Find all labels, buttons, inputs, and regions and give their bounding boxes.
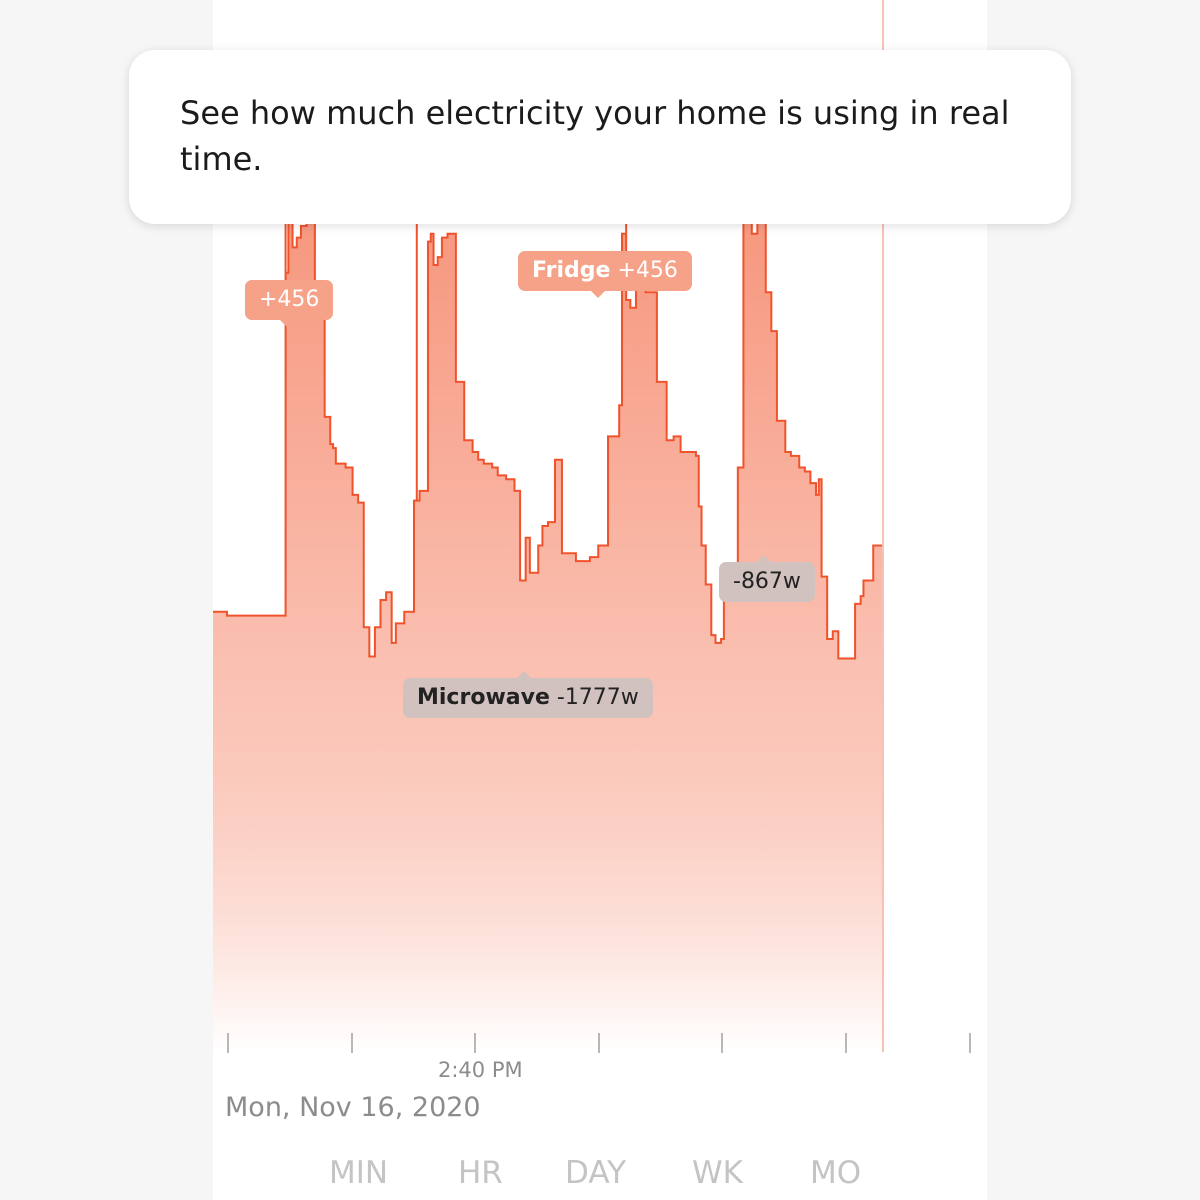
onboarding-tooltip: See how much electricity your home is us…	[129, 50, 1071, 224]
tab-day[interactable]: DAY	[565, 1155, 627, 1191]
fridge-label-value: +456	[617, 258, 678, 283]
x-axis-time-label: 2:40 PM	[438, 1058, 523, 1082]
usage-line	[213, 128, 883, 660]
caret-down-icon	[280, 320, 294, 327]
peak-label-bubble[interactable]: +456	[245, 280, 334, 327]
caret-up-icon	[757, 555, 771, 562]
tab-wk[interactable]: WK	[692, 1155, 743, 1191]
microwave-label-bubble[interactable]: Microwave -1777w	[403, 671, 653, 718]
usage-area	[213, 128, 883, 1053]
x-axis-ticks	[227, 1033, 971, 1053]
drop-label-value: -867w	[733, 569, 801, 594]
tab-mo[interactable]: MO	[810, 1155, 862, 1191]
caret-up-icon	[517, 671, 531, 678]
tab-min[interactable]: MIN	[329, 1155, 389, 1191]
peak-label-value: +456	[259, 287, 320, 312]
tooltip-text: See how much electricity your home is us…	[180, 94, 1010, 178]
microwave-label-name: Microwave	[417, 685, 550, 710]
caret-down-icon	[591, 291, 605, 298]
microwave-label-value: -1777w	[556, 685, 639, 710]
date-label: Mon, Nov 16, 2020	[225, 1092, 481, 1123]
drop-label-bubble[interactable]: -867w	[719, 555, 815, 602]
fridge-label-bubble[interactable]: Fridge +456	[518, 251, 692, 298]
fridge-label-name: Fridge	[532, 258, 611, 283]
tab-hr[interactable]: HR	[458, 1155, 503, 1191]
